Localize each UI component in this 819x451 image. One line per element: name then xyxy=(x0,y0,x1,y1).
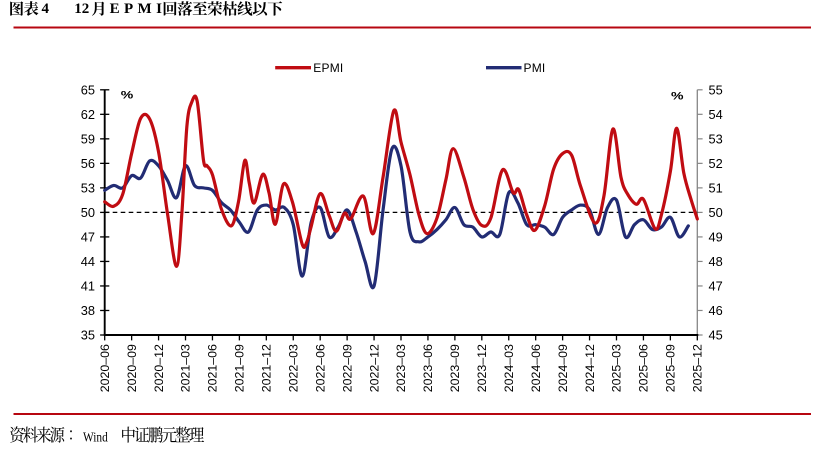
svg-text:59: 59 xyxy=(81,131,95,146)
svg-text:2025–03: 2025–03 xyxy=(610,344,624,392)
svg-text:2021–03: 2021–03 xyxy=(179,344,193,392)
svg-text:46: 46 xyxy=(709,303,723,318)
svg-text:35: 35 xyxy=(81,328,95,343)
svg-text:47: 47 xyxy=(81,230,95,245)
svg-text:49: 49 xyxy=(709,230,723,245)
svg-text:2020–12: 2020–12 xyxy=(152,344,166,392)
svg-text:54: 54 xyxy=(709,107,723,122)
svg-text:53: 53 xyxy=(81,180,95,195)
svg-text:2021–06: 2021–06 xyxy=(206,344,220,392)
svg-text:52: 52 xyxy=(709,156,723,171)
svg-text:2024–09: 2024–09 xyxy=(556,344,570,392)
svg-text:2021–12: 2021–12 xyxy=(260,344,274,392)
svg-text:44: 44 xyxy=(81,254,95,269)
svg-text:41: 41 xyxy=(81,279,95,294)
svg-text:2025–06: 2025–06 xyxy=(637,344,651,392)
svg-text:56: 56 xyxy=(81,156,95,171)
svg-text:2025–09: 2025–09 xyxy=(664,344,678,392)
svg-text:EPMI: EPMI xyxy=(110,1,167,17)
svg-text:2022–03: 2022–03 xyxy=(286,344,300,392)
svg-text:65: 65 xyxy=(81,82,95,97)
svg-text:%: % xyxy=(121,89,134,101)
svg-text:PMI: PMI xyxy=(524,61,546,75)
svg-text:2024–03: 2024–03 xyxy=(502,344,516,392)
svg-text:%: % xyxy=(671,90,684,102)
svg-text:2025–12: 2025–12 xyxy=(691,344,705,392)
svg-text:2023–09: 2023–09 xyxy=(448,344,462,392)
svg-text:2023–06: 2023–06 xyxy=(421,344,435,392)
svg-text:2021–09: 2021–09 xyxy=(233,344,247,392)
svg-text:62: 62 xyxy=(81,107,95,122)
svg-text:2024–06: 2024–06 xyxy=(529,344,543,392)
svg-text:50: 50 xyxy=(709,205,723,220)
svg-text:45: 45 xyxy=(709,328,723,343)
svg-text:Wind: Wind xyxy=(83,429,108,444)
svg-text:47: 47 xyxy=(709,279,723,294)
svg-text:2023–03: 2023–03 xyxy=(394,344,408,392)
svg-text:2022–12: 2022–12 xyxy=(367,344,381,392)
svg-text:12: 12 xyxy=(74,1,89,17)
svg-text:2024–12: 2024–12 xyxy=(583,344,597,392)
svg-text:38: 38 xyxy=(81,303,95,318)
svg-text:2020–06: 2020–06 xyxy=(98,344,112,392)
svg-text:EPMI: EPMI xyxy=(313,61,343,75)
svg-text:2020–09: 2020–09 xyxy=(125,344,139,392)
svg-text:55: 55 xyxy=(709,82,723,97)
svg-text:48: 48 xyxy=(709,254,723,269)
svg-text:2022–06: 2022–06 xyxy=(313,344,327,392)
svg-text:2023–12: 2023–12 xyxy=(475,344,489,392)
svg-text:2022–09: 2022–09 xyxy=(340,344,354,392)
svg-text:50: 50 xyxy=(81,205,95,220)
svg-text:51: 51 xyxy=(709,180,723,195)
svg-text:53: 53 xyxy=(709,131,723,146)
svg-text:4: 4 xyxy=(42,1,50,17)
